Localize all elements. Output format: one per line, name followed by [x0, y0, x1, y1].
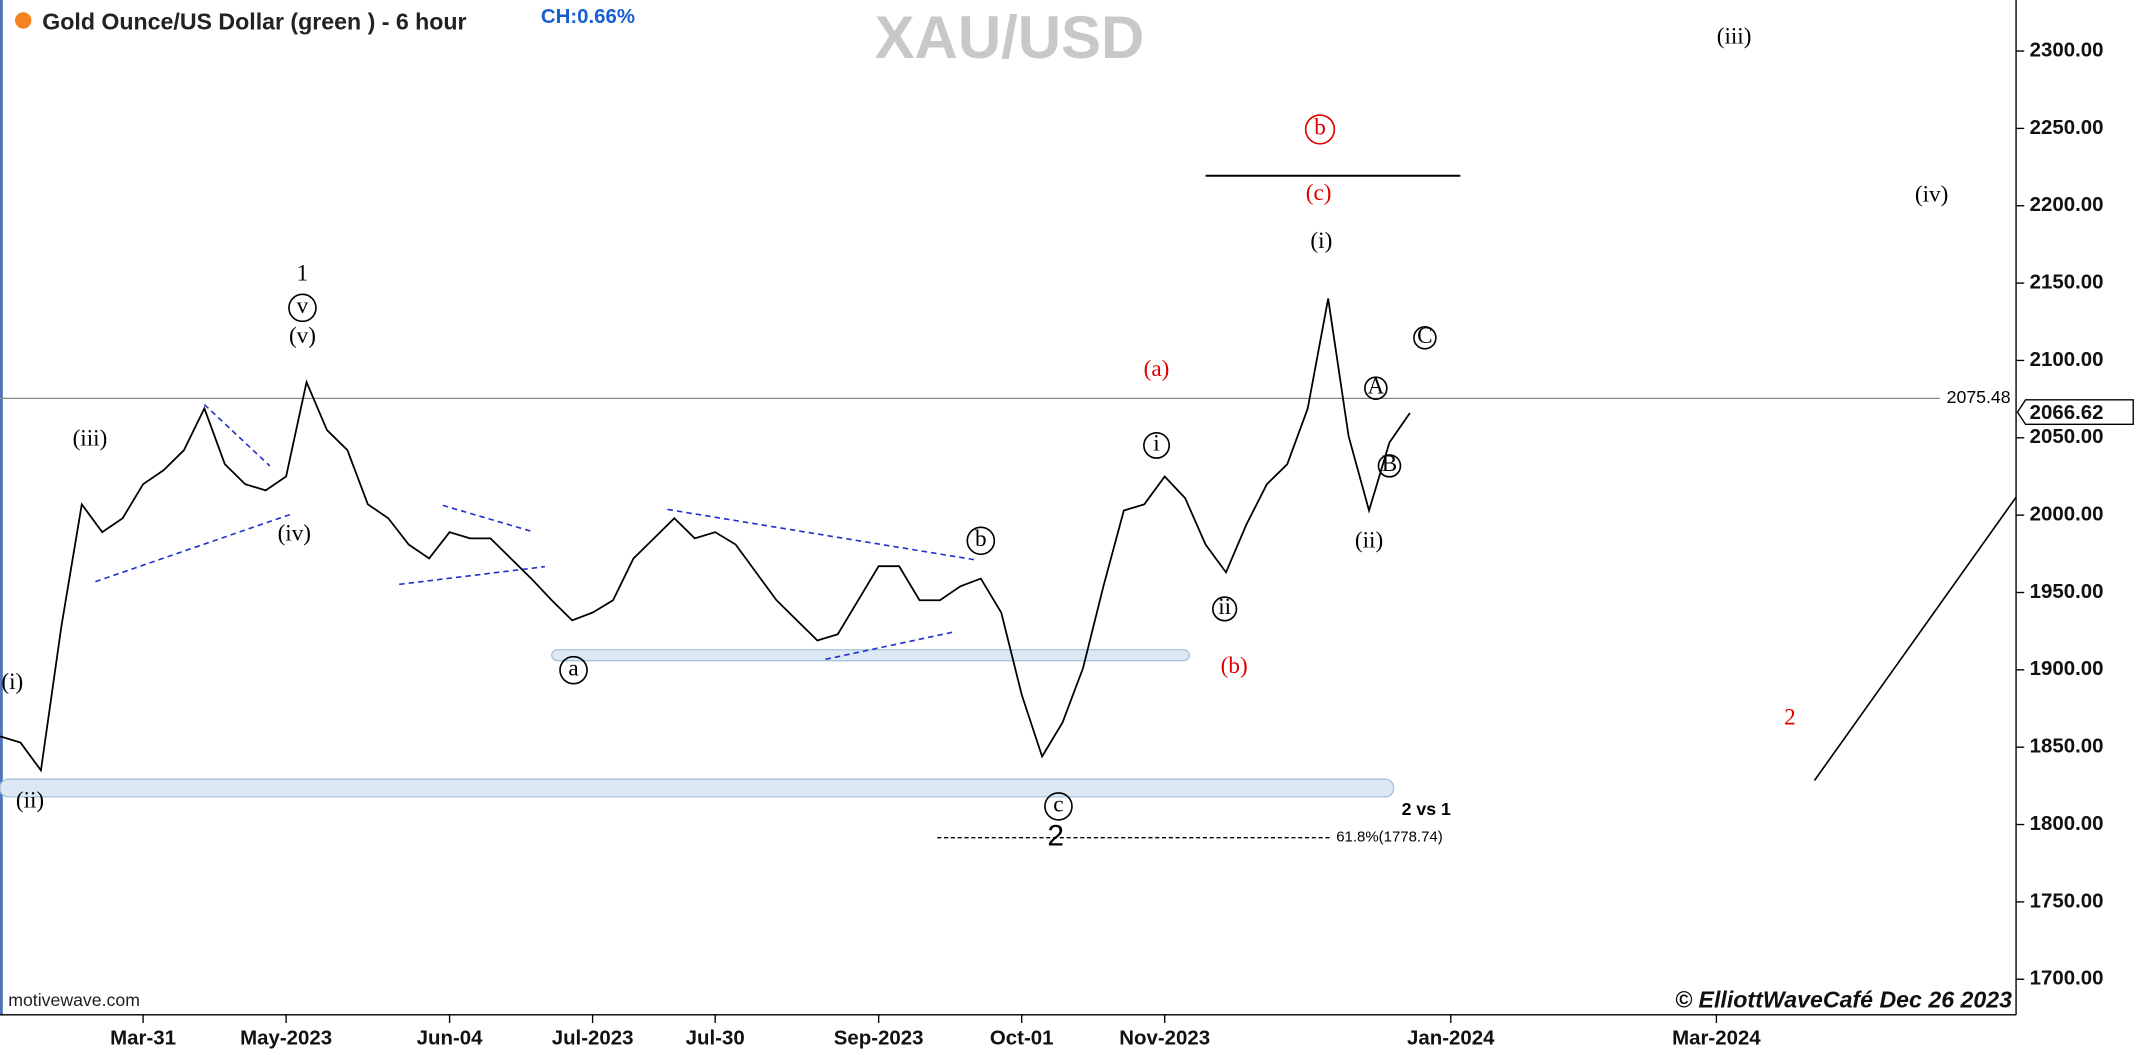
wave-label: 2 — [1784, 705, 1796, 731]
y-tick-label: 1900.00 — [2030, 658, 2104, 680]
wave-circle — [559, 655, 588, 685]
wave-circle — [1304, 114, 1336, 145]
x-tick-label: Nov-2023 — [1119, 1028, 1210, 1050]
wave-label: v — [297, 293, 309, 319]
x-tick-label: Sep-2023 — [834, 1028, 924, 1050]
wave-label: (i) — [1, 669, 23, 695]
wave-label: b — [975, 526, 987, 552]
last-price-label: 2066.62 — [2030, 402, 2104, 424]
y-tick-label: 1700.00 — [2030, 968, 2104, 990]
wave-label: 1 — [297, 260, 309, 286]
wave-circle — [1377, 454, 1402, 478]
x-tick-label: Jul-2023 — [552, 1028, 634, 1050]
wave-label: (i) — [1310, 228, 1332, 254]
wave-label: C — [1417, 323, 1432, 349]
wave-circle — [288, 293, 317, 323]
chart-title: Gold Ounce/US Dollar (green ) - 6 hour — [42, 8, 466, 34]
x-tick-label: Jan-2024 — [1407, 1028, 1495, 1050]
x-tick-label: Mar-31 — [110, 1028, 176, 1050]
wave-label: (ii) — [1355, 527, 1383, 553]
watermark: XAU/USD — [875, 4, 1145, 71]
series-dot — [15, 12, 32, 29]
wave-label: a — [568, 655, 578, 681]
support-band — [0, 778, 1395, 798]
price-line — [0, 298, 1411, 773]
change: CH:0.66% — [541, 6, 635, 28]
y-tick-label: 2150.00 — [2030, 271, 2104, 293]
y-tick-label: 2250.00 — [2030, 117, 2104, 139]
wave-label: (ii) — [16, 788, 44, 814]
y-tick-label: 1850.00 — [2030, 736, 2104, 758]
wave-circle — [1044, 792, 1073, 821]
x-tick-label: Jun-04 — [417, 1028, 483, 1050]
wave-circle — [1413, 326, 1437, 350]
y-tick-label: 2200.00 — [2030, 194, 2104, 216]
last-price-box — [2016, 399, 2134, 426]
wave-label: (iv) — [278, 521, 311, 547]
x-tick-label: Oct-01 — [990, 1028, 1054, 1050]
y-tick-label: 1750.00 — [2030, 890, 2104, 912]
y-tick-label: 1950.00 — [2030, 581, 2104, 603]
wave-label: (c) — [1306, 180, 1332, 206]
wave-label: (v) — [289, 323, 316, 349]
wave-circle — [1212, 596, 1238, 622]
support-band — [551, 649, 1190, 662]
source: motivewave.com — [8, 990, 140, 1010]
wave-label: B — [1382, 451, 1397, 477]
wave-label: b — [1314, 115, 1326, 141]
wave-label: 2 — [1047, 820, 1064, 853]
y-tick-label: 1800.00 — [2030, 813, 2104, 835]
y-tick-label: 2300.00 — [2030, 39, 2104, 61]
x-tick-label: Mar-2024 — [1672, 1028, 1761, 1050]
reference-label: 2075.48 — [1947, 387, 2011, 407]
x-tick-label: May-2023 — [240, 1028, 332, 1050]
wave-label: (iii) — [1717, 23, 1752, 49]
wave-label: A — [1367, 374, 1384, 400]
y-tick-label: 2000.00 — [2030, 504, 2104, 526]
wave-label: i — [1153, 431, 1159, 457]
wave-circle — [966, 526, 996, 556]
wave-circle — [1143, 431, 1171, 459]
wave-label: 2 vs 1 — [1402, 799, 1451, 819]
wave-circle — [1364, 376, 1388, 401]
y-tick-label: 2100.00 — [2030, 349, 2104, 371]
wave-label: ii — [1218, 594, 1231, 620]
wave-label: 61.8%(1778.74) — [1336, 829, 1443, 846]
wave-label: (iv) — [1915, 181, 1948, 207]
projection-line — [1813, 496, 2017, 781]
wave-label: (a) — [1144, 356, 1170, 382]
wave-label: (b) — [1221, 653, 1248, 679]
wave-label: (iii) — [73, 425, 108, 451]
credit: © ElliottWaveCafé Dec 26 2023 — [1675, 986, 2012, 1012]
wave-label: c — [1053, 792, 1063, 818]
y-tick-label: 2050.00 — [2030, 426, 2104, 448]
x-tick-label: Jul-30 — [686, 1028, 745, 1050]
trend-lines — [95, 403, 976, 661]
